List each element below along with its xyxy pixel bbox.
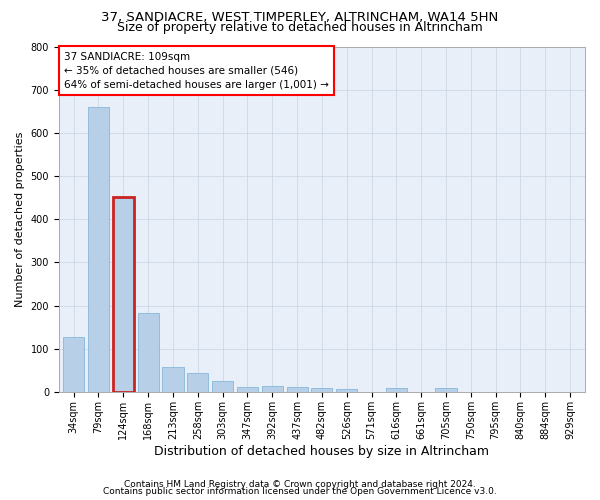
Bar xyxy=(386,388,407,392)
Bar xyxy=(137,313,158,392)
Y-axis label: Number of detached properties: Number of detached properties xyxy=(15,132,25,307)
Bar xyxy=(336,389,357,392)
Text: Contains public sector information licensed under the Open Government Licence v3: Contains public sector information licen… xyxy=(103,487,497,496)
Text: Contains HM Land Registry data © Crown copyright and database right 2024.: Contains HM Land Registry data © Crown c… xyxy=(124,480,476,489)
Text: Size of property relative to detached houses in Altrincham: Size of property relative to detached ho… xyxy=(117,22,483,35)
Text: 37, SANDIACRE, WEST TIMPERLEY, ALTRINCHAM, WA14 5HN: 37, SANDIACRE, WEST TIMPERLEY, ALTRINCHA… xyxy=(101,11,499,24)
Bar xyxy=(63,336,84,392)
Bar xyxy=(212,381,233,392)
Bar xyxy=(311,388,332,392)
Bar xyxy=(113,197,134,392)
Bar xyxy=(88,107,109,392)
Text: 37 SANDIACRE: 109sqm
← 35% of detached houses are smaller (546)
64% of semi-deta: 37 SANDIACRE: 109sqm ← 35% of detached h… xyxy=(64,52,329,90)
Bar xyxy=(262,386,283,392)
Bar xyxy=(287,386,308,392)
Bar xyxy=(163,367,184,392)
Bar xyxy=(187,374,208,392)
Bar xyxy=(237,386,258,392)
X-axis label: Distribution of detached houses by size in Altrincham: Distribution of detached houses by size … xyxy=(154,444,490,458)
Bar xyxy=(436,388,457,392)
